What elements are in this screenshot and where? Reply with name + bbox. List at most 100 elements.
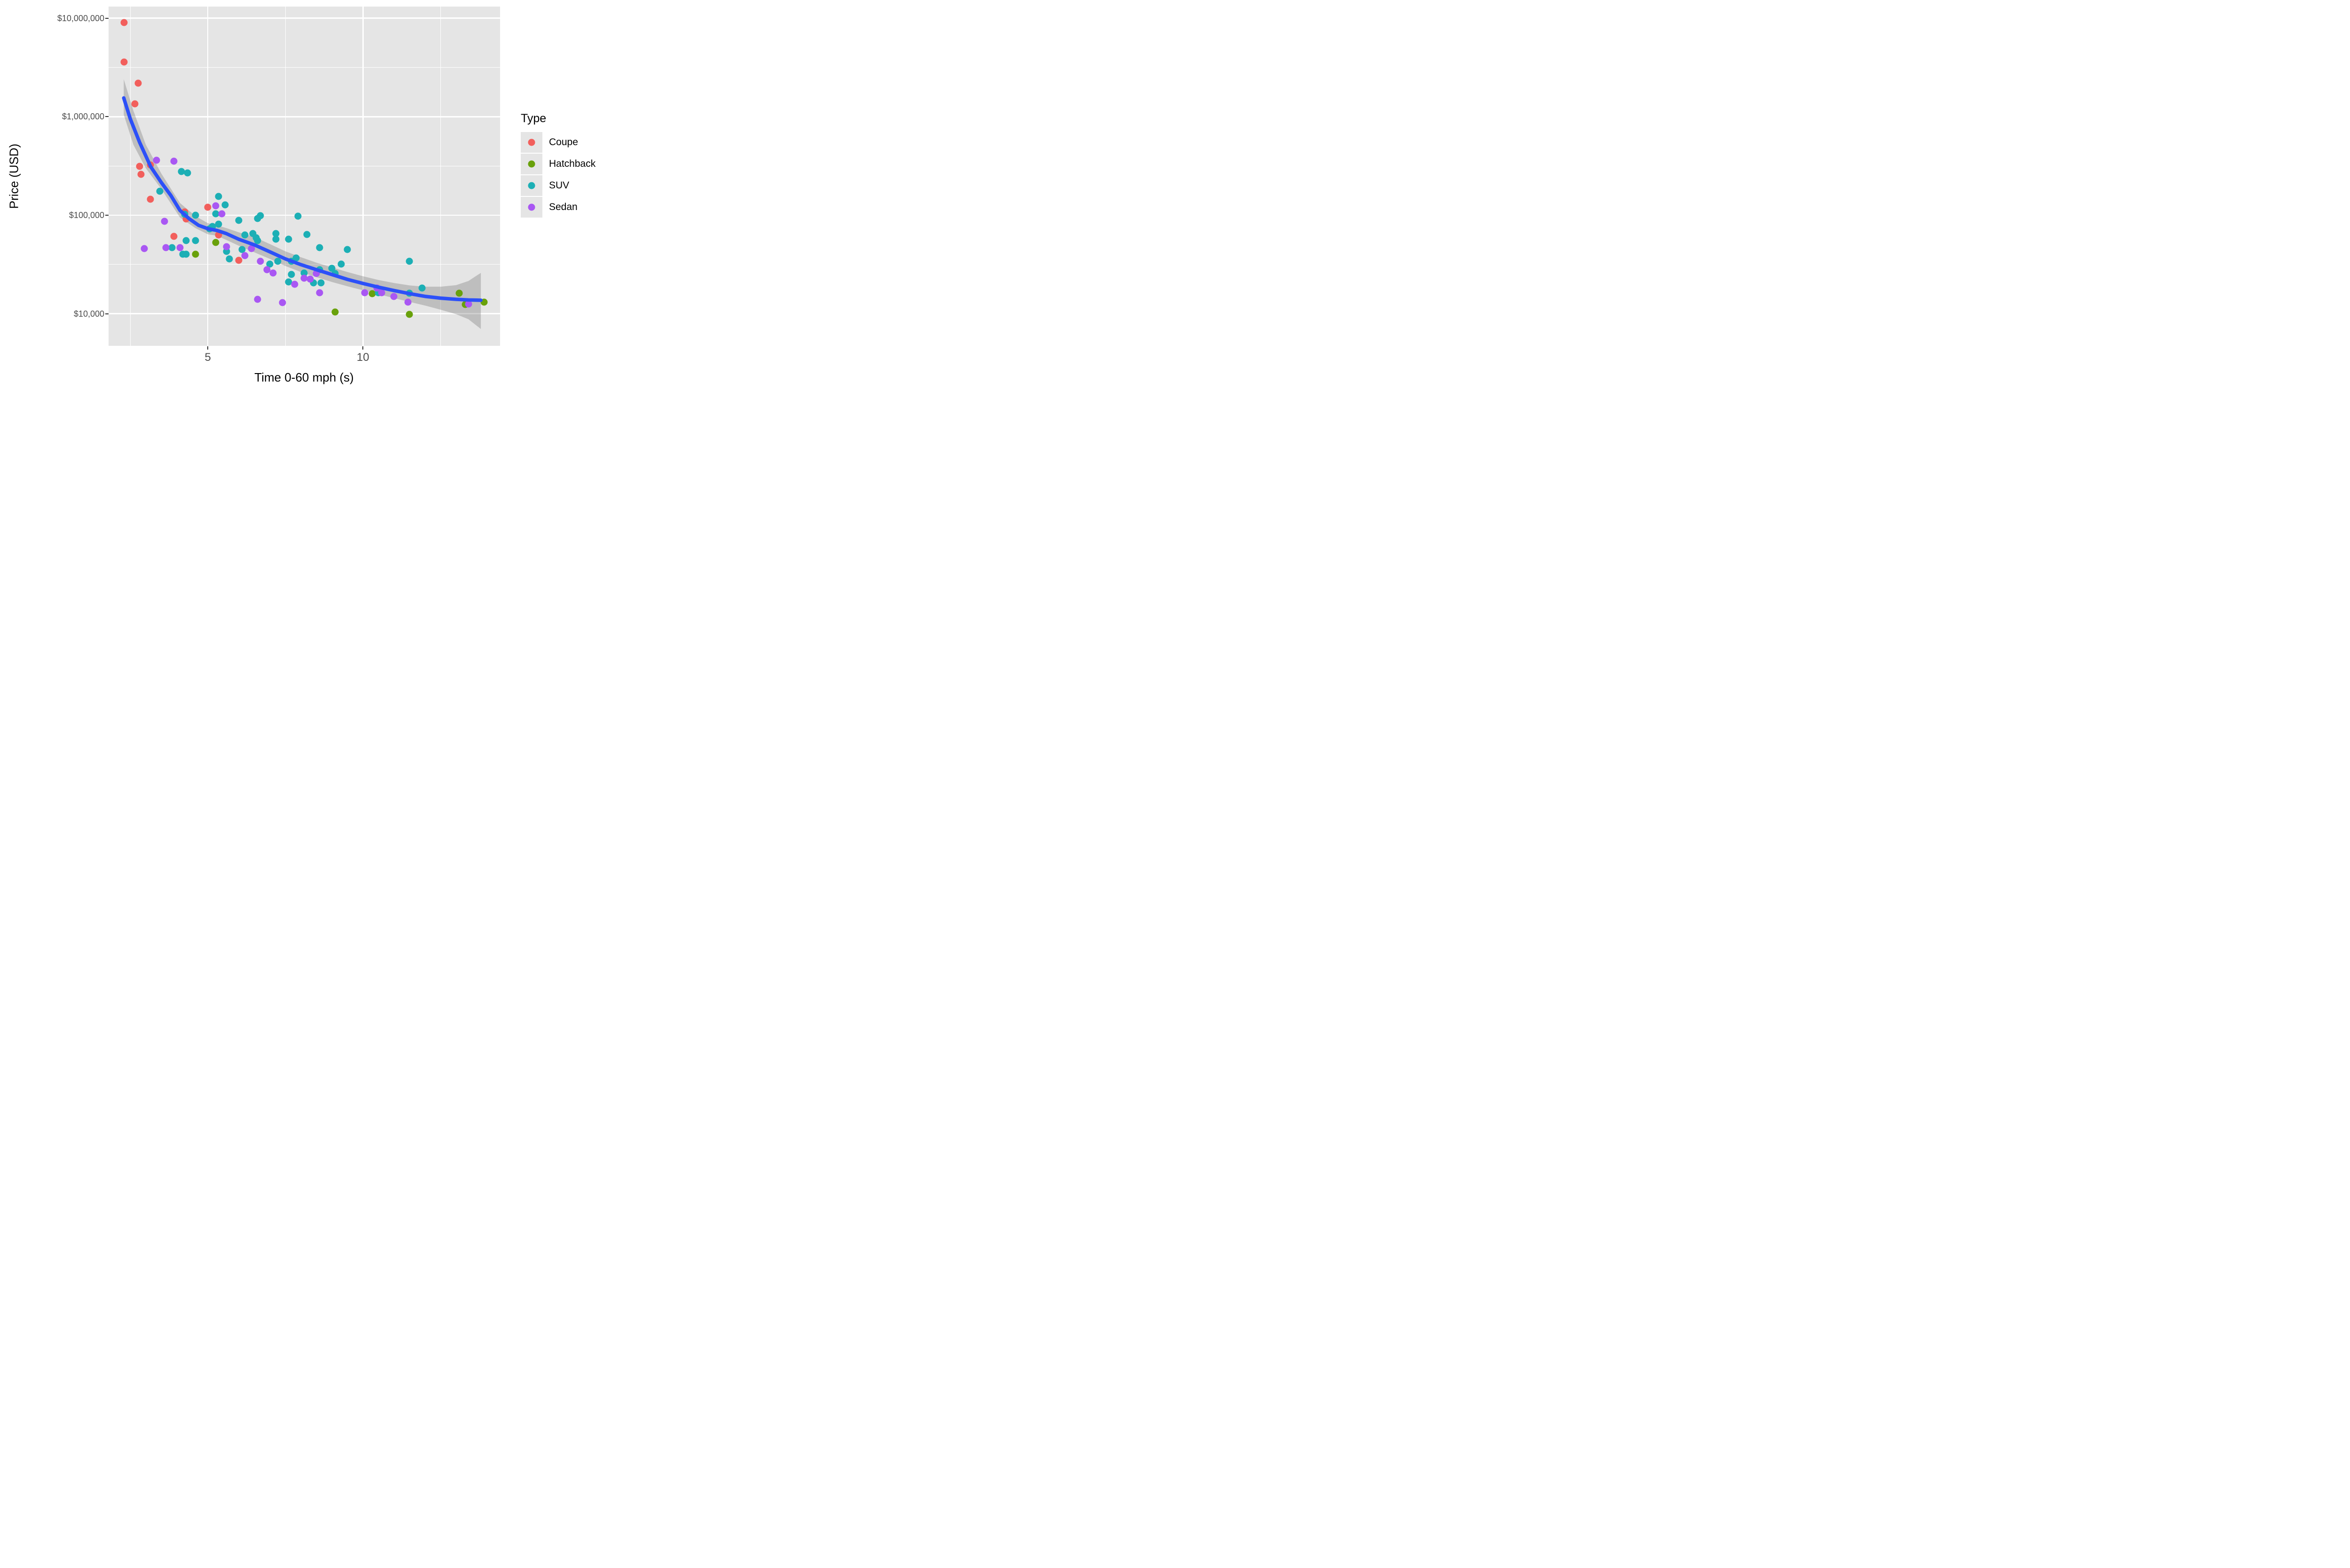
legend-item-label: Sedan (549, 202, 578, 212)
data-point-suv (316, 244, 323, 251)
y-tick-label: $10,000 (73, 309, 104, 319)
data-point-sedan (241, 252, 249, 259)
data-point-sedan (316, 289, 323, 296)
chart-figure: Price (USD) $10,000,000 $1,000,000 $100,00… (0, 0, 634, 392)
gridline-y-minor (109, 67, 500, 68)
data-point-sedan (212, 202, 219, 210)
gridline-y-major (109, 17, 500, 19)
gridline-x-major (207, 7, 209, 346)
x-tick-label: 10 (356, 351, 369, 364)
data-point-suv (156, 187, 164, 195)
legend-item-coupe: Coupe (521, 132, 595, 153)
data-point-suv (221, 201, 229, 209)
data-point-suv (344, 246, 351, 253)
x-tick-label: 5 (204, 351, 211, 364)
gridline-x-minor (130, 7, 131, 346)
data-point-hatchback (192, 250, 199, 258)
data-point-coupe (204, 203, 212, 211)
data-point-suv (192, 211, 199, 219)
data-point-sedan (257, 257, 264, 265)
data-point-coupe (134, 79, 142, 87)
y-tick-mark (105, 215, 109, 216)
data-point-sedan (269, 269, 277, 277)
y-tick-label: $1,000,000 (62, 112, 104, 122)
data-point-suv (168, 244, 176, 251)
data-point-sedan (291, 281, 298, 288)
legend-item-suv: SUV (521, 175, 595, 196)
data-point-sedan (162, 244, 170, 251)
data-point-suv (285, 278, 292, 286)
data-point-suv (294, 212, 302, 220)
data-point-sedan (218, 210, 226, 218)
data-point-coupe (136, 163, 143, 170)
data-point-hatchback (406, 311, 413, 318)
legend-dot-icon (528, 160, 535, 168)
x-tick-mark (207, 346, 209, 350)
data-point-suv (238, 246, 246, 253)
gridline-x-minor (440, 7, 441, 346)
data-point-sedan (248, 245, 255, 252)
data-point-suv (235, 217, 243, 224)
y-tick-mark (105, 116, 109, 117)
gridline-y-major (109, 313, 500, 314)
data-point-suv (418, 284, 426, 292)
data-point-suv (337, 260, 345, 268)
gridline-y-major (109, 214, 500, 216)
data-point-sedan (153, 156, 160, 164)
data-point-suv (303, 231, 311, 238)
data-point-suv (215, 193, 222, 200)
data-point-suv (184, 169, 191, 177)
data-point-suv (178, 168, 185, 175)
data-point-coupe (235, 257, 243, 264)
data-point-coupe (131, 100, 139, 108)
data-point-suv (241, 231, 249, 239)
data-point-sedan (378, 289, 385, 296)
data-point-suv (212, 210, 219, 218)
data-point-suv (266, 260, 274, 268)
data-point-suv (274, 257, 282, 265)
data-point-suv (328, 265, 336, 272)
data-point-suv (406, 257, 413, 265)
data-point-suv (215, 220, 222, 228)
data-point-suv (285, 235, 292, 243)
legend-item-sedan: Sedan (521, 197, 595, 218)
data-point-sedan (161, 218, 168, 225)
legend-title: Type (521, 112, 547, 125)
gridline-x-major (362, 7, 364, 346)
data-point-sedan (279, 299, 286, 306)
data-point-coupe (120, 19, 128, 26)
data-point-hatchback (368, 290, 376, 297)
legend: Type Coupe Hatchback SUV Sedan (521, 112, 595, 218)
data-point-sedan (254, 296, 261, 303)
data-point-coupe (147, 195, 154, 203)
data-point-coupe (120, 58, 128, 66)
data-point-hatchback (212, 239, 219, 246)
legend-item-label: SUV (549, 180, 570, 191)
data-point-sedan (306, 275, 314, 283)
data-point-suv (288, 271, 295, 278)
legend-item-label: Hatchback (549, 158, 596, 169)
data-point-sedan (300, 274, 308, 282)
data-point-suv (254, 237, 261, 244)
legend-key (521, 154, 542, 174)
y-tick-label: $10,000,000 (57, 13, 104, 23)
data-point-suv (257, 212, 264, 219)
data-point-sedan (390, 293, 398, 300)
data-point-sedan (263, 266, 271, 273)
points-layer (109, 7, 500, 346)
data-point-sedan (170, 157, 178, 165)
legend-item-label: Coupe (549, 137, 578, 148)
data-point-sedan (176, 244, 184, 251)
legend-dot-icon (528, 139, 535, 146)
data-point-suv (182, 237, 190, 244)
legend-key (521, 175, 542, 196)
data-point-suv (192, 237, 199, 244)
smooth-line-layer (109, 7, 500, 346)
data-point-sedan (223, 243, 230, 250)
confidence-band-layer (124, 79, 481, 329)
legend-dot-icon (528, 203, 535, 211)
gridline-x-minor (285, 7, 286, 346)
y-tick-label: $100,000 (69, 211, 104, 220)
data-point-sedan (141, 245, 148, 252)
data-point-hatchback (331, 308, 339, 316)
